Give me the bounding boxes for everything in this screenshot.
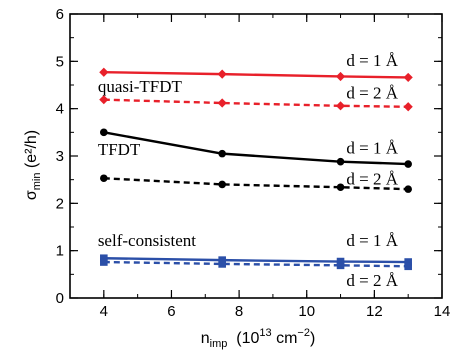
x-tick-label: 4 (100, 303, 108, 320)
y-tick-label: 0 (56, 290, 64, 307)
series-line (103, 71, 409, 79)
x-tick-label: 8 (235, 303, 243, 320)
annotation: TFDT (98, 140, 141, 159)
data-point (335, 101, 346, 111)
series-2 (100, 128, 412, 168)
series-layer (99, 67, 413, 271)
data-point (403, 102, 413, 112)
series-5 (100, 258, 412, 271)
data-point (218, 149, 226, 158)
series-line (103, 257, 409, 264)
y-tick-label: 4 (56, 101, 64, 118)
series-label: d = 2 Å (346, 83, 398, 102)
series-0 (99, 67, 413, 83)
data-point (217, 98, 227, 108)
x-tick-label: 12 (366, 303, 383, 320)
x-axis-label: nimp (1013 cm−2) (201, 327, 316, 350)
data-point (217, 69, 227, 79)
series-label: d = 1 Å (346, 231, 398, 250)
data-point (100, 174, 108, 183)
series-line (103, 260, 409, 268)
x-tick-label: 6 (167, 303, 175, 320)
data-point (336, 261, 345, 270)
data-point (404, 160, 412, 168)
series-label: d = 1 Å (346, 51, 398, 70)
data-point (404, 258, 412, 266)
data-point (403, 72, 413, 83)
annotation: quasi-TFDT (98, 77, 183, 96)
series-line (103, 131, 409, 166)
data-point (404, 262, 412, 271)
series-1 (99, 95, 413, 112)
data-point (218, 260, 226, 268)
series-label: d = 1 Å (346, 139, 398, 158)
y-tick-label: 2 (56, 195, 64, 212)
data-point (336, 157, 345, 166)
y-tick-label: 6 (56, 6, 64, 23)
data-point (100, 128, 108, 137)
y-tick-label: 5 (56, 53, 64, 70)
data-point (404, 185, 412, 193)
data-point (218, 180, 226, 189)
annotation: self-consistent (98, 231, 196, 250)
series-3 (100, 174, 412, 193)
x-tick-label: 14 (434, 303, 451, 320)
plot-frame (69, 13, 443, 299)
series-line (103, 98, 409, 108)
data-point (99, 67, 109, 77)
y-axis-label: σmin (e²/h) (23, 130, 43, 200)
data-point (99, 95, 109, 105)
data-point (335, 71, 346, 82)
series-label: d = 2 Å (346, 169, 398, 188)
series-line (103, 177, 409, 191)
data-point (336, 183, 345, 192)
x-tick-label: 10 (298, 303, 315, 320)
label-layer: quasi-TFDT TFDT self-consistent d = 1 Å d = … (98, 51, 399, 290)
y-tick-label: 1 (56, 243, 64, 260)
data-point (100, 258, 108, 266)
series-label: d = 2 Å (346, 271, 398, 290)
y-tick-label: 3 (56, 148, 64, 165)
